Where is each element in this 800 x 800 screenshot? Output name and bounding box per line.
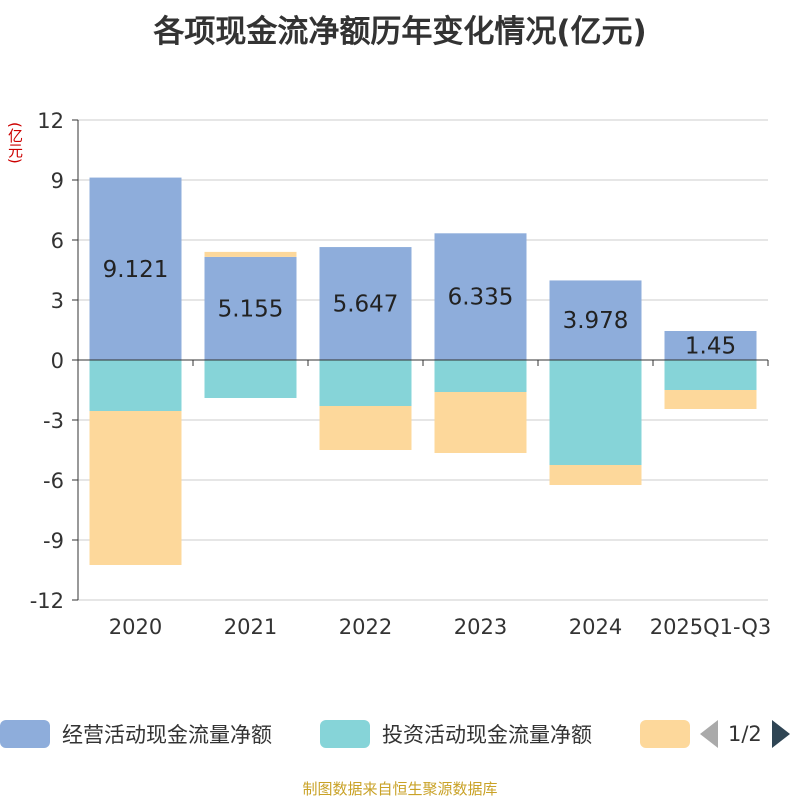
y-axis-unit: (亿元) <box>6 122 24 164</box>
bar-series2-3 <box>434 392 527 453</box>
bar-series2-5 <box>664 390 757 409</box>
y-tick-label: -12 <box>30 589 64 613</box>
data-label: 6.335 <box>448 285 514 311</box>
y-tick-label: 9 <box>51 169 64 193</box>
data-label: 5.647 <box>333 292 399 318</box>
x-tick-label: 2025Q1-Q3 <box>650 615 772 639</box>
bar-series1-3 <box>434 360 527 392</box>
y-tick-label: -6 <box>43 469 64 493</box>
legend-label-operating: 经营活动现金流量净额 <box>62 723 272 747</box>
x-tick-label: 2024 <box>569 615 622 639</box>
bar-series0-2 <box>319 247 412 360</box>
legend-item-financing[interactable] <box>640 718 702 750</box>
y-tick-label: -9 <box>43 529 64 553</box>
bar-series1-4 <box>549 360 642 465</box>
data-source-note: 制图数据来自恒生聚源数据库 <box>302 780 498 798</box>
legend-page-indicator: 1/2 <box>728 722 762 746</box>
bar-series1-2 <box>319 360 412 406</box>
legend-swatch-operating <box>0 720 50 748</box>
bar-series0-0 <box>89 177 182 360</box>
legend-pager: 1/2 <box>700 718 790 750</box>
bar-series1-1 <box>204 360 297 398</box>
legend: 经营活动现金流量净额 投资活动现金流量净额 1/2 <box>0 718 800 750</box>
x-tick-label: 2021 <box>224 615 277 639</box>
legend-prev-page-icon[interactable] <box>700 720 718 748</box>
legend-swatch-investing <box>320 720 370 748</box>
y-tick-label: 6 <box>51 229 64 253</box>
data-label: 1.45 <box>685 334 736 360</box>
data-label: 9.121 <box>103 257 169 283</box>
bar-series0-1 <box>204 256 297 360</box>
y-tick-label: -3 <box>43 409 64 433</box>
x-tick-label: 2023 <box>454 615 507 639</box>
data-label: 3.978 <box>563 308 629 334</box>
bar-series2-1 <box>204 251 297 257</box>
bar-series1-0 <box>89 360 182 411</box>
bar-series0-3 <box>434 233 527 360</box>
data-label: 5.155 <box>218 296 284 322</box>
bar-series1-5 <box>664 360 757 390</box>
legend-next-page-icon[interactable] <box>771 720 790 748</box>
legend-label-investing: 投资活动现金流量净额 <box>382 723 592 747</box>
x-tick-label: 2022 <box>339 615 392 639</box>
legend-item-investing[interactable]: 投资活动现金流量净额 <box>320 718 592 750</box>
y-tick-label: 0 <box>51 349 64 373</box>
bar-series2-0 <box>89 411 182 565</box>
chart-title: 各项现金流净额历年变化情况(亿元) <box>153 14 647 50</box>
legend-swatch-financing <box>640 720 690 748</box>
y-tick-label: 3 <box>51 289 64 313</box>
bar-series0-5 <box>664 331 757 360</box>
legend-item-operating[interactable]: 经营活动现金流量净额 <box>0 718 272 750</box>
bar-series2-4 <box>549 465 642 485</box>
bar-series0-4 <box>549 280 642 360</box>
bar-series2-2 <box>319 406 412 450</box>
x-tick-label: 2020 <box>109 615 162 639</box>
y-tick-label: 12 <box>37 109 64 133</box>
